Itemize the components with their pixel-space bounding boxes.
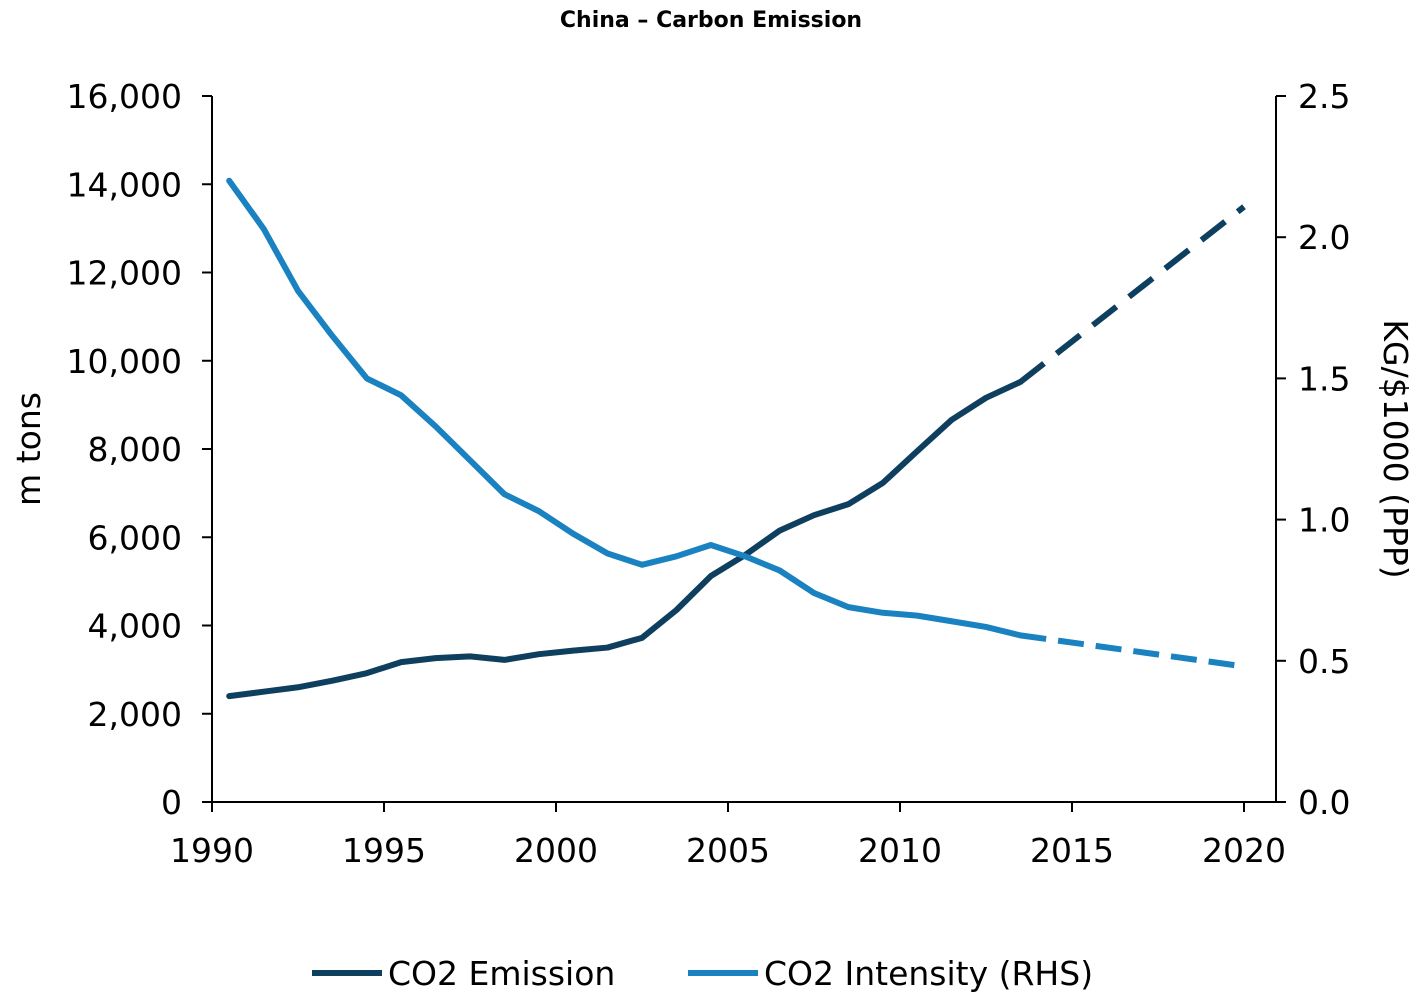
y2-axis-label: KG/$1000 (PPP) (1376, 319, 1415, 578)
series-line-co2-intensity (226, 177, 1024, 639)
y-tick-label: 12,000 (67, 254, 182, 293)
series-line-co2-emission (226, 378, 1024, 700)
x-tick-label: 2010 (858, 831, 942, 870)
x-tick-label: 2000 (514, 831, 598, 870)
y-tick-label: 16,000 (67, 77, 182, 116)
y2-tick-label: 1.0 (1298, 501, 1350, 540)
x-tick-label: 2015 (1030, 831, 1114, 870)
left-y-ticks: 0 2,000 4,000 6,000 8,000 10,000 12,000 14,000 1… (67, 77, 212, 822)
y2-tick-label: 2.0 (1298, 218, 1350, 257)
chart-title: China – Carbon Emission (560, 8, 862, 33)
axes (211, 96, 1277, 803)
legend-label-co2-emission: CO2 Emission (388, 954, 615, 993)
x-tick-label: 2020 (1202, 831, 1286, 870)
legend: CO2 Emission CO2 Intensity (RHS) (312, 954, 1093, 993)
x-ticks: 1990 1995 2000 2005 2010 2015 2020 (170, 802, 1286, 870)
legend-label-co2-intensity: CO2 Intensity (RHS) (764, 954, 1093, 993)
right-y-ticks: 0.0 0.5 1.0 1.5 2.0 2.5 (1276, 77, 1350, 822)
y-tick-label: 4,000 (88, 607, 182, 646)
y2-tick-label: 0.0 (1298, 783, 1350, 822)
y-tick-label: 14,000 (67, 165, 182, 204)
series-layer (226, 177, 1246, 700)
y2-tick-label: 2.5 (1298, 77, 1350, 116)
y-tick-label: 6,000 (88, 518, 182, 557)
y-tick-label: 8,000 (88, 430, 182, 469)
y-axis-label: m tons (9, 392, 48, 506)
y-tick-label: 10,000 (67, 342, 182, 381)
series-projection-co2-intensity (1019, 632, 1245, 670)
x-tick-label: 1995 (342, 831, 426, 870)
y-tick-label: 0 (161, 783, 182, 822)
x-tick-label: 1990 (170, 831, 254, 870)
series-projection-co2-emission (1018, 204, 1246, 385)
x-tick-label: 2005 (686, 831, 770, 870)
y-tick-label: 2,000 (88, 695, 182, 734)
y2-tick-label: 1.5 (1298, 359, 1350, 398)
y2-tick-label: 0.5 (1298, 642, 1350, 681)
